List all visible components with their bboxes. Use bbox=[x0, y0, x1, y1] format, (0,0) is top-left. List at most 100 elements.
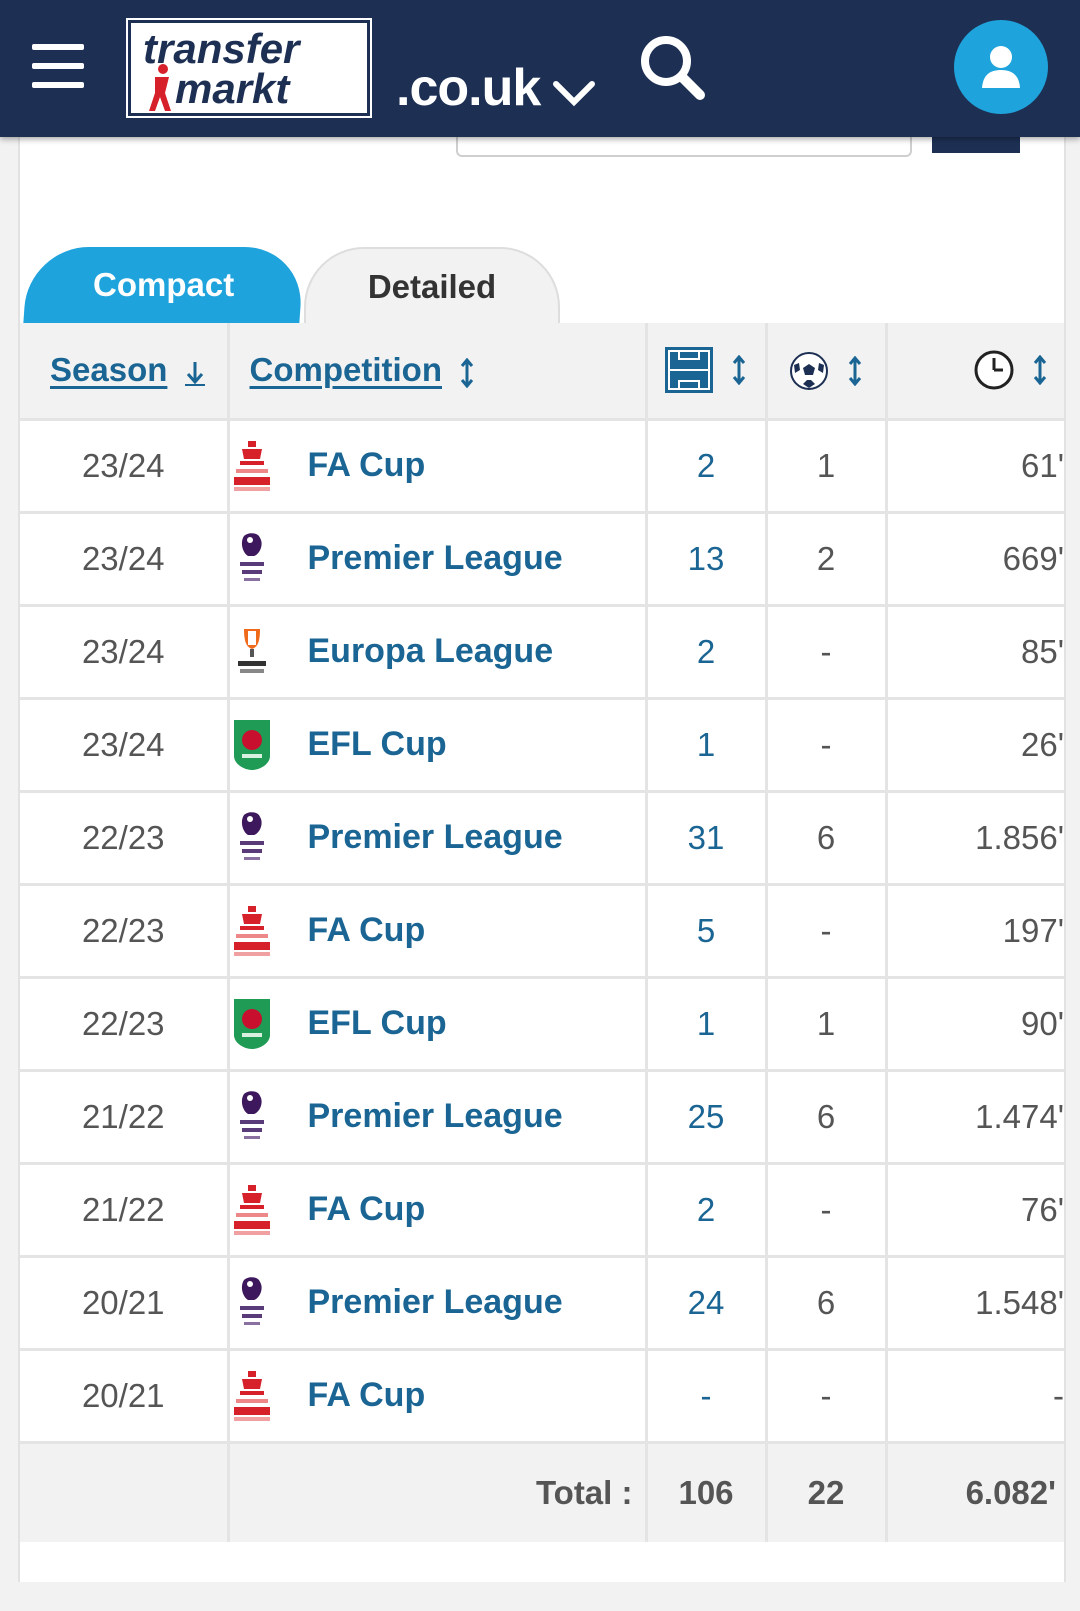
fa-cup-crest-icon bbox=[233, 905, 270, 956]
chevron-down-icon[interactable] bbox=[552, 80, 596, 108]
sort-down-icon[interactable] bbox=[184, 360, 205, 386]
appearances-cell[interactable]: 2 bbox=[646, 419, 768, 514]
appearances-cell[interactable]: 5 bbox=[646, 884, 768, 979]
logo-text-transfer: transfer bbox=[143, 25, 300, 72]
sort-toggle-icon[interactable] bbox=[459, 357, 475, 388]
goals-cell: - bbox=[766, 605, 888, 700]
appearances-cell[interactable]: 2 bbox=[646, 605, 768, 700]
clock-icon bbox=[974, 350, 1014, 390]
season-cell: 20/21 bbox=[20, 1256, 230, 1351]
appearances-column-header[interactable] bbox=[646, 323, 768, 421]
minutes-cell: 26' bbox=[886, 698, 1064, 793]
appearances-cell[interactable]: 24 bbox=[646, 1256, 768, 1351]
competition-link[interactable]: FA Cup bbox=[307, 1376, 426, 1414]
top-navigation-bar: transfer markt .co.uk bbox=[0, 0, 1080, 137]
tab-compact[interactable]: Compact bbox=[23, 247, 305, 323]
appearances-cell[interactable]: 2 bbox=[646, 1163, 768, 1258]
goals-cell: - bbox=[766, 1163, 888, 1258]
table-row: 20/21 Premier League 24 6 1.548' bbox=[20, 1256, 1064, 1351]
table-row: 22/23 Premier League 31 6 1.856' bbox=[20, 791, 1064, 886]
goals-cell: - bbox=[766, 698, 888, 793]
season-cell: 23/24 bbox=[20, 419, 230, 514]
competition-cell: FA Cup bbox=[228, 1163, 648, 1258]
table-row: 23/24 FA Cup 2 1 61' bbox=[20, 419, 1064, 514]
hamburger-menu-icon[interactable] bbox=[32, 44, 84, 90]
minutes-cell: 76' bbox=[886, 1163, 1064, 1258]
season-column-header[interactable]: Season bbox=[20, 323, 230, 421]
site-domain[interactable]: .co.uk bbox=[396, 59, 541, 117]
competition-column-header[interactable]: Competition bbox=[228, 323, 648, 421]
table-row: 22/23 EFL Cup 1 1 90' bbox=[20, 977, 1064, 1072]
filter-select[interactable] bbox=[456, 127, 912, 157]
competition-cell: EFL Cup bbox=[228, 977, 648, 1072]
competition-link[interactable]: Premier League bbox=[307, 1283, 563, 1321]
minutes-cell: 1.856' bbox=[886, 791, 1064, 886]
season-cell: 22/23 bbox=[20, 884, 230, 979]
sort-toggle-icon[interactable] bbox=[731, 355, 747, 386]
total-appearances: 106 bbox=[646, 1442, 768, 1542]
competition-header-label[interactable]: Competition bbox=[249, 351, 442, 389]
premier-league-crest-icon bbox=[239, 1276, 264, 1325]
competition-link[interactable]: EFL Cup bbox=[307, 1004, 447, 1042]
football-icon bbox=[790, 351, 829, 390]
appearances-cell[interactable]: 25 bbox=[646, 1070, 768, 1165]
sort-toggle-icon[interactable] bbox=[1032, 355, 1048, 386]
table-row: 21/22 Premier League 25 6 1.474' bbox=[20, 1070, 1064, 1165]
appearances-cell[interactable]: 1 bbox=[646, 698, 768, 793]
season-cell: 20/21 bbox=[20, 1349, 230, 1444]
competition-link[interactable]: FA Cup bbox=[307, 446, 426, 484]
minutes-column-header[interactable] bbox=[886, 323, 1064, 421]
table-row: 22/23 FA Cup 5-197' bbox=[20, 884, 1064, 979]
pitch-icon bbox=[665, 347, 714, 394]
efl-cup-crest-icon bbox=[233, 998, 270, 1049]
table-row: 23/24 Europa League 2-85' bbox=[20, 605, 1064, 700]
total-label: Total : bbox=[228, 1442, 648, 1542]
sort-toggle-icon[interactable] bbox=[847, 355, 863, 386]
search-icon[interactable] bbox=[638, 33, 708, 103]
competition-link[interactable]: Premier League bbox=[307, 1097, 563, 1135]
table-header-row: Season Competition bbox=[20, 323, 1064, 421]
competition-link[interactable]: FA Cup bbox=[307, 911, 426, 949]
competition-link[interactable]: Premier League bbox=[307, 818, 563, 856]
appearances-cell[interactable]: 13 bbox=[646, 512, 768, 607]
tab-detailed[interactable]: Detailed bbox=[304, 247, 560, 323]
appearances-cell[interactable]: 1 bbox=[646, 977, 768, 1072]
table-row: 23/24 EFL Cup 1-26' bbox=[20, 698, 1064, 793]
minutes-cell: 197' bbox=[886, 884, 1064, 979]
europa-league-crest-icon bbox=[237, 628, 266, 673]
goals-cell: 6 bbox=[766, 791, 888, 886]
premier-league-crest-icon bbox=[239, 1090, 264, 1139]
transfermarkt-logo[interactable]: transfer markt bbox=[126, 18, 372, 118]
stats-table: Season Competition bbox=[20, 323, 1064, 1542]
competition-link[interactable]: FA Cup bbox=[307, 1190, 426, 1228]
user-icon bbox=[982, 46, 1020, 88]
season-cell: 22/23 bbox=[20, 791, 230, 886]
competition-link[interactable]: EFL Cup bbox=[307, 725, 447, 763]
tab-compact-label: Compact bbox=[93, 266, 235, 303]
table-row: 23/24 Premier League 13 2 669' bbox=[20, 512, 1064, 607]
minutes-cell: 1.474' bbox=[886, 1070, 1064, 1165]
season-header-label[interactable]: Season bbox=[50, 351, 168, 389]
efl-cup-crest-icon bbox=[233, 719, 270, 770]
minutes-cell: 85' bbox=[886, 605, 1064, 700]
goals-cell: - bbox=[766, 884, 888, 979]
total-goals: 22 bbox=[766, 1442, 888, 1542]
season-cell: 23/24 bbox=[20, 512, 230, 607]
appearances-cell[interactable]: 31 bbox=[646, 791, 768, 886]
competition-cell: FA Cup bbox=[228, 419, 648, 514]
minutes-cell: - bbox=[886, 1349, 1064, 1444]
appearances-cell: - bbox=[646, 1349, 768, 1444]
goals-cell: 1 bbox=[766, 977, 888, 1072]
premier-league-crest-icon bbox=[239, 811, 264, 860]
competition-cell: Premier League bbox=[228, 1256, 648, 1351]
minutes-cell: 669' bbox=[886, 512, 1064, 607]
competition-cell: FA Cup bbox=[228, 884, 648, 979]
competition-cell: FA Cup bbox=[228, 1349, 648, 1444]
goals-cell: 6 bbox=[766, 1256, 888, 1351]
competition-cell: Premier League bbox=[228, 791, 648, 886]
user-account-button[interactable] bbox=[954, 20, 1048, 114]
fa-cup-crest-icon bbox=[233, 440, 270, 491]
competition-link[interactable]: Premier League bbox=[307, 539, 563, 577]
goals-column-header[interactable] bbox=[766, 323, 888, 421]
competition-link[interactable]: Europa League bbox=[307, 632, 554, 670]
